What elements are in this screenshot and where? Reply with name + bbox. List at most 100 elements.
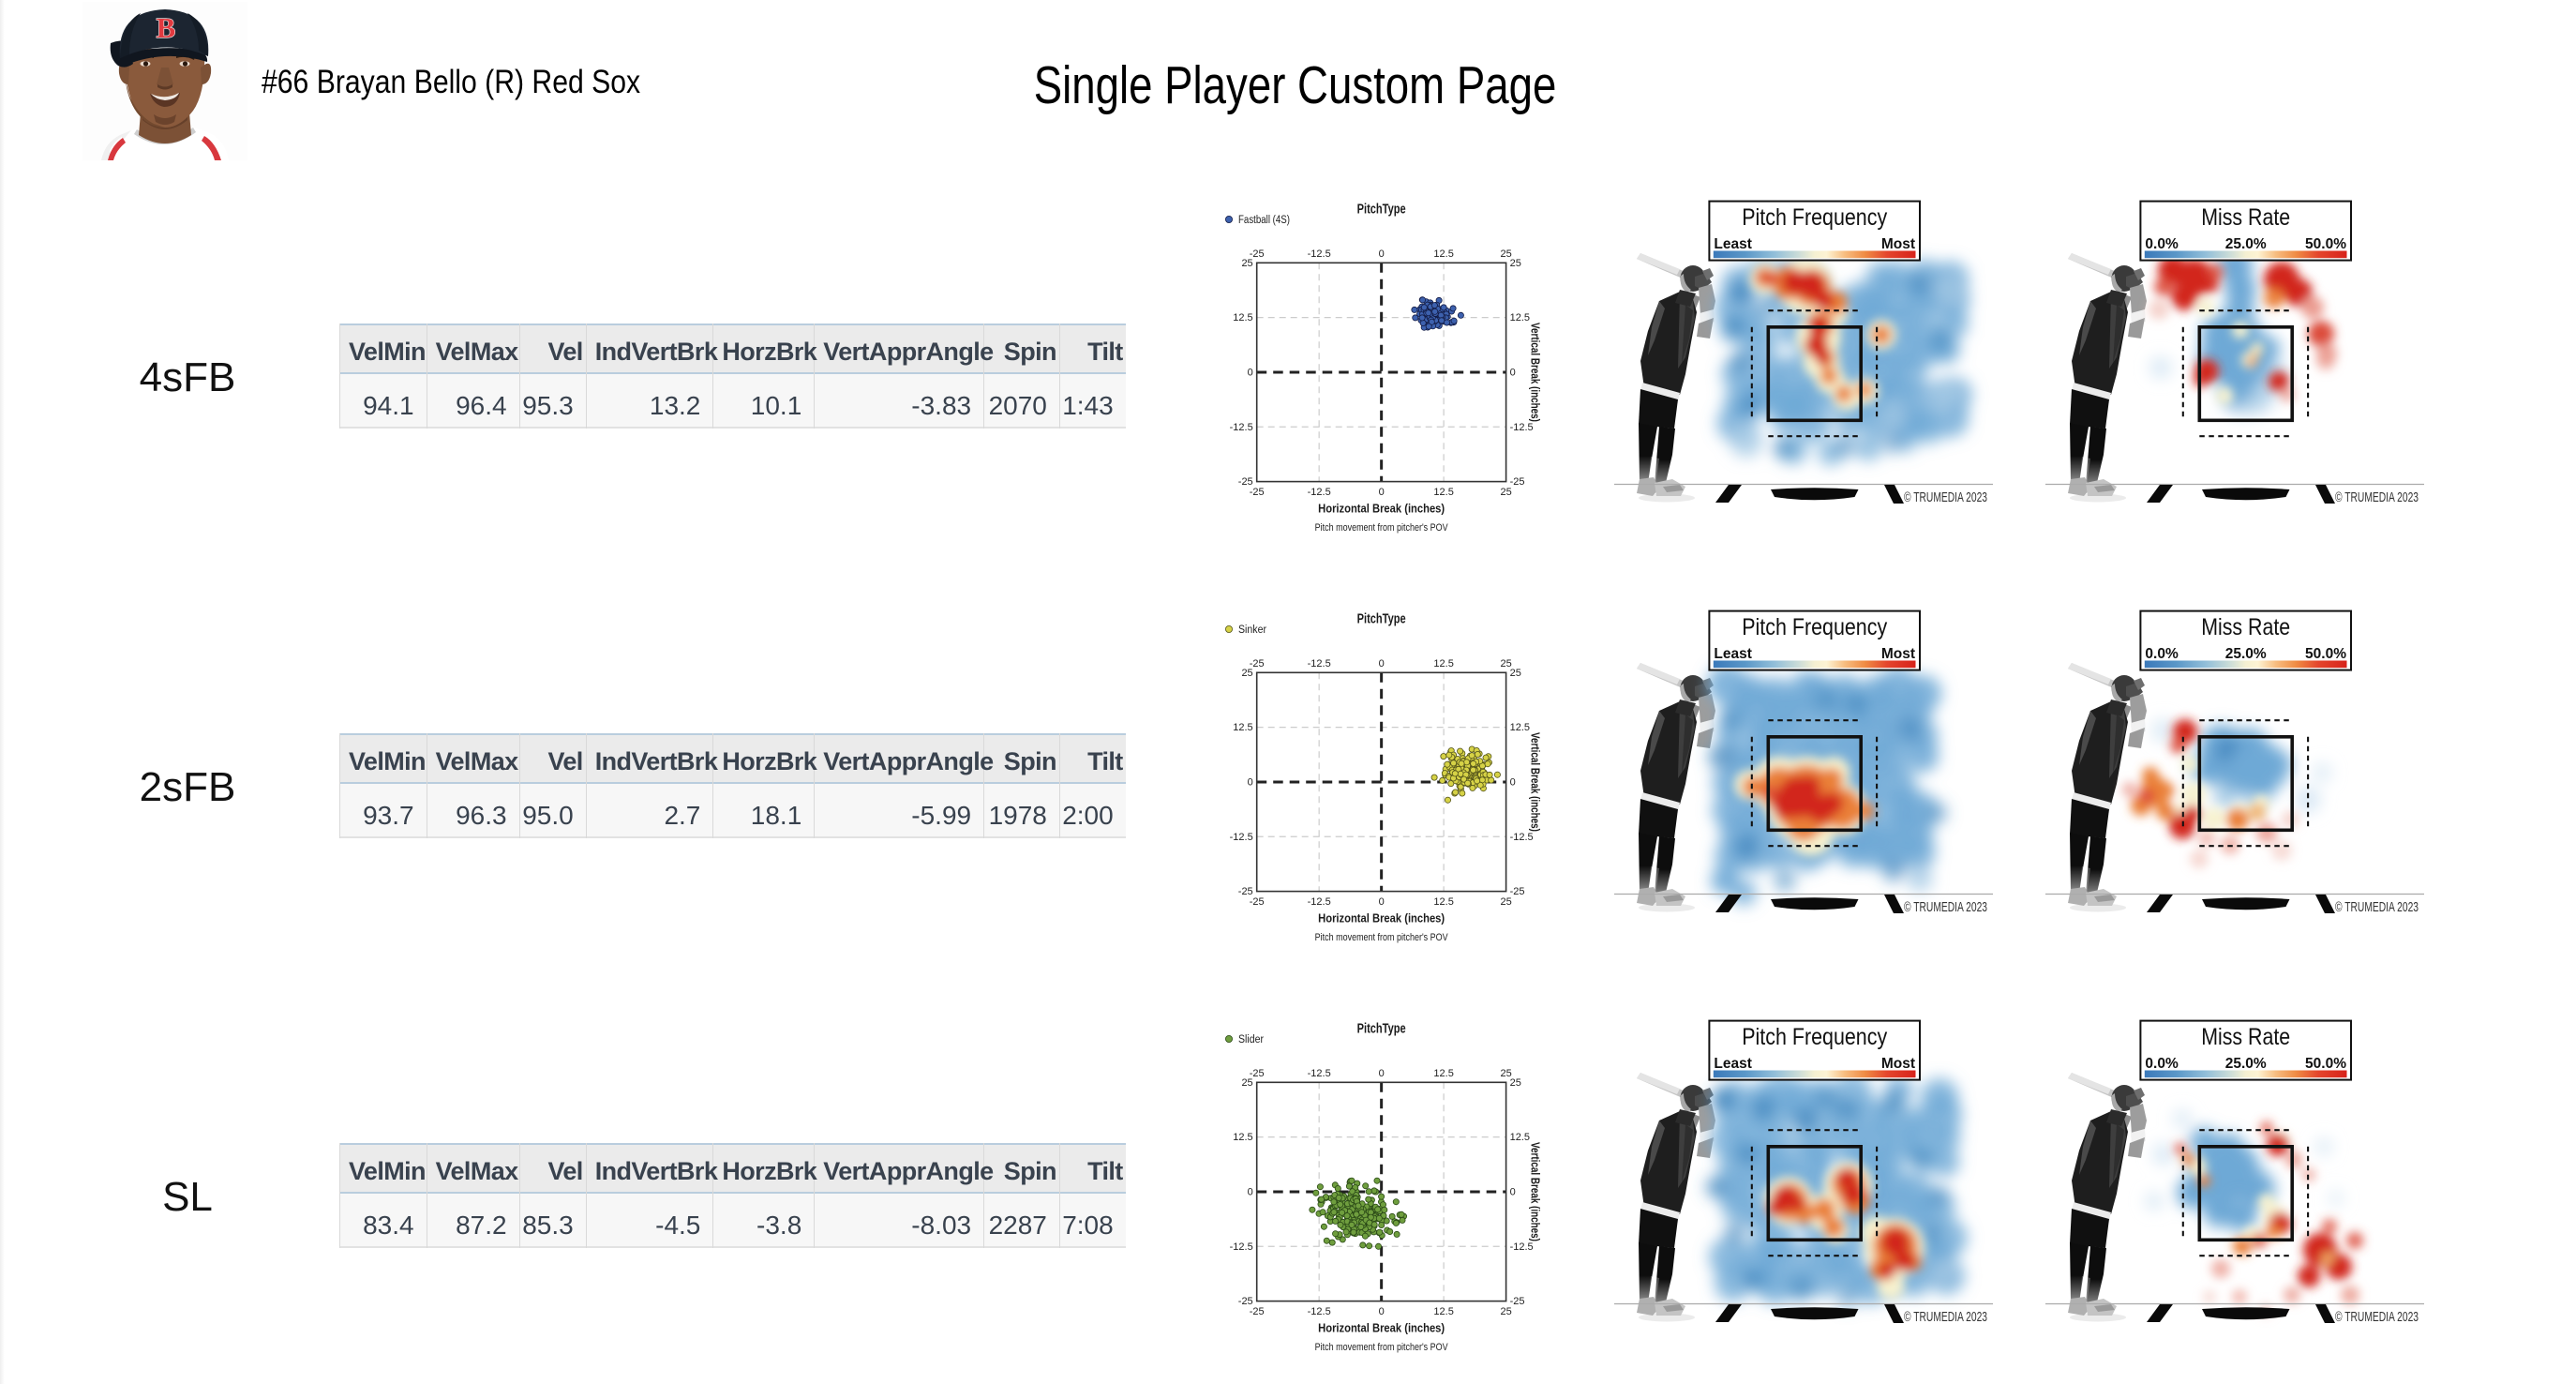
svg-text:Least: Least bbox=[1714, 236, 1752, 252]
svg-text:-12.5: -12.5 bbox=[1510, 832, 1534, 843]
svg-text:PitchType: PitchType bbox=[1357, 1021, 1406, 1037]
svg-text:0.0%: 0.0% bbox=[2145, 1056, 2179, 1072]
svg-text:Slider: Slider bbox=[1238, 1034, 1264, 1046]
svg-text:-25: -25 bbox=[1510, 886, 1525, 897]
svg-text:Pitch Frequency: Pitch Frequency bbox=[1742, 1024, 1887, 1050]
svg-text:-12.5: -12.5 bbox=[1230, 422, 1253, 433]
svg-text:0: 0 bbox=[1379, 1306, 1385, 1317]
svg-text:25: 25 bbox=[1500, 1068, 1511, 1079]
svg-text:25: 25 bbox=[1500, 248, 1511, 260]
svg-text:© TRUMEDIA 2023: © TRUMEDIA 2023 bbox=[1904, 1310, 1987, 1325]
svg-text:0: 0 bbox=[1510, 776, 1516, 788]
svg-text:25.0%: 25.0% bbox=[2225, 236, 2267, 252]
svg-text:-12.5: -12.5 bbox=[1308, 248, 1331, 260]
svg-text:© TRUMEDIA 2023: © TRUMEDIA 2023 bbox=[2335, 1310, 2419, 1325]
svg-text:12.5: 12.5 bbox=[1433, 1306, 1453, 1317]
svg-text:-25: -25 bbox=[1238, 1296, 1253, 1307]
svg-text:Miss Rate: Miss Rate bbox=[2201, 1024, 2290, 1050]
svg-text:Least: Least bbox=[1714, 1056, 1752, 1072]
svg-text:0: 0 bbox=[1248, 367, 1253, 378]
svg-text:25: 25 bbox=[1500, 896, 1511, 908]
svg-text:-25: -25 bbox=[1238, 886, 1253, 897]
svg-text:-25: -25 bbox=[1250, 487, 1265, 498]
svg-text:© TRUMEDIA 2023: © TRUMEDIA 2023 bbox=[2335, 900, 2419, 915]
svg-text:Least: Least bbox=[1714, 646, 1752, 662]
svg-text:Miss Rate: Miss Rate bbox=[2201, 204, 2290, 231]
svg-text:0: 0 bbox=[1379, 896, 1385, 908]
svg-text:25: 25 bbox=[1241, 668, 1252, 679]
svg-text:© TRUMEDIA 2023: © TRUMEDIA 2023 bbox=[2335, 490, 2419, 505]
svg-text:12.5: 12.5 bbox=[1233, 1132, 1252, 1143]
svg-text:12.5: 12.5 bbox=[1510, 722, 1530, 733]
svg-text:25: 25 bbox=[1510, 258, 1521, 269]
svg-text:12.5: 12.5 bbox=[1433, 248, 1453, 260]
svg-text:0: 0 bbox=[1379, 248, 1385, 260]
svg-text:-25: -25 bbox=[1510, 1296, 1525, 1307]
svg-text:© TRUMEDIA 2023: © TRUMEDIA 2023 bbox=[1904, 900, 1987, 915]
svg-text:25: 25 bbox=[1500, 658, 1511, 669]
svg-text:-12.5: -12.5 bbox=[1510, 422, 1534, 433]
svg-text:12.5: 12.5 bbox=[1510, 1132, 1530, 1143]
svg-text:-25: -25 bbox=[1250, 658, 1265, 669]
svg-text:Pitch movement from pitcher's: Pitch movement from pitcher's POV bbox=[1315, 1342, 1449, 1353]
svg-text:0: 0 bbox=[1248, 1186, 1253, 1197]
svg-text:0: 0 bbox=[1379, 1068, 1385, 1079]
svg-text:-25: -25 bbox=[1510, 476, 1525, 488]
svg-text:-12.5: -12.5 bbox=[1308, 1068, 1331, 1079]
svg-text:25: 25 bbox=[1241, 1077, 1252, 1089]
svg-text:12.5: 12.5 bbox=[1233, 312, 1252, 323]
svg-text:50.0%: 50.0% bbox=[2305, 1056, 2346, 1072]
svg-text:Horizontal Break (inches): Horizontal Break (inches) bbox=[1318, 1321, 1445, 1335]
svg-text:PitchType: PitchType bbox=[1357, 202, 1406, 218]
svg-text:0: 0 bbox=[1379, 658, 1385, 669]
svg-text:Fastball (4S): Fastball (4S) bbox=[1238, 215, 1290, 226]
svg-text:Miss Rate: Miss Rate bbox=[2201, 614, 2290, 640]
svg-text:12.5: 12.5 bbox=[1233, 722, 1252, 733]
svg-text:25: 25 bbox=[1500, 487, 1511, 498]
svg-text:0: 0 bbox=[1510, 1186, 1516, 1197]
svg-text:-25: -25 bbox=[1250, 896, 1265, 908]
svg-text:Pitch Frequency: Pitch Frequency bbox=[1742, 614, 1887, 640]
svg-text:Pitch movement from pitcher's: Pitch movement from pitcher's POV bbox=[1315, 522, 1449, 534]
svg-text:0.0%: 0.0% bbox=[2145, 236, 2179, 252]
svg-text:50.0%: 50.0% bbox=[2305, 646, 2346, 662]
svg-text:Sinker: Sinker bbox=[1238, 624, 1266, 636]
svg-text:12.5: 12.5 bbox=[1433, 658, 1453, 669]
svg-text:Pitch Frequency: Pitch Frequency bbox=[1742, 204, 1887, 231]
svg-text:12.5: 12.5 bbox=[1510, 312, 1530, 323]
svg-text:-12.5: -12.5 bbox=[1510, 1241, 1534, 1253]
svg-text:-12.5: -12.5 bbox=[1308, 896, 1331, 908]
svg-text:50.0%: 50.0% bbox=[2305, 236, 2346, 252]
svg-text:Vertical Break (inches): Vertical Break (inches) bbox=[1529, 323, 1543, 422]
svg-text:12.5: 12.5 bbox=[1433, 487, 1453, 498]
svg-text:-25: -25 bbox=[1238, 476, 1253, 488]
svg-text:B: B bbox=[157, 11, 176, 44]
svg-text:-12.5: -12.5 bbox=[1230, 832, 1253, 843]
svg-text:Horizontal Break (inches): Horizontal Break (inches) bbox=[1318, 911, 1445, 925]
svg-text:-12.5: -12.5 bbox=[1308, 658, 1331, 669]
svg-text:-12.5: -12.5 bbox=[1230, 1241, 1253, 1253]
svg-text:12.5: 12.5 bbox=[1433, 1068, 1453, 1079]
svg-text:0.0%: 0.0% bbox=[2145, 646, 2179, 662]
svg-text:-25: -25 bbox=[1250, 1068, 1265, 1079]
svg-text:Vertical Break (inches): Vertical Break (inches) bbox=[1529, 732, 1543, 832]
svg-text:© TRUMEDIA 2023: © TRUMEDIA 2023 bbox=[1904, 490, 1987, 505]
svg-text:25: 25 bbox=[1510, 1077, 1521, 1089]
svg-text:0: 0 bbox=[1248, 776, 1253, 788]
svg-text:Most: Most bbox=[1881, 236, 1915, 252]
svg-text:Most: Most bbox=[1881, 1056, 1915, 1072]
svg-text:-12.5: -12.5 bbox=[1308, 487, 1331, 498]
svg-text:Horizontal Break (inches): Horizontal Break (inches) bbox=[1318, 502, 1445, 516]
svg-text:PitchType: PitchType bbox=[1357, 611, 1406, 627]
svg-text:25.0%: 25.0% bbox=[2225, 1056, 2267, 1072]
svg-text:-25: -25 bbox=[1250, 248, 1265, 260]
svg-text:Vertical Break (inches): Vertical Break (inches) bbox=[1529, 1142, 1543, 1241]
svg-text:25: 25 bbox=[1500, 1306, 1511, 1317]
svg-text:25: 25 bbox=[1241, 258, 1252, 269]
svg-text:-12.5: -12.5 bbox=[1308, 1306, 1331, 1317]
svg-text:25: 25 bbox=[1510, 668, 1521, 679]
svg-text:Pitch movement from pitcher's: Pitch movement from pitcher's POV bbox=[1315, 932, 1449, 943]
svg-text:Most: Most bbox=[1881, 646, 1915, 662]
svg-text:25.0%: 25.0% bbox=[2225, 646, 2267, 662]
svg-text:0: 0 bbox=[1510, 367, 1516, 378]
